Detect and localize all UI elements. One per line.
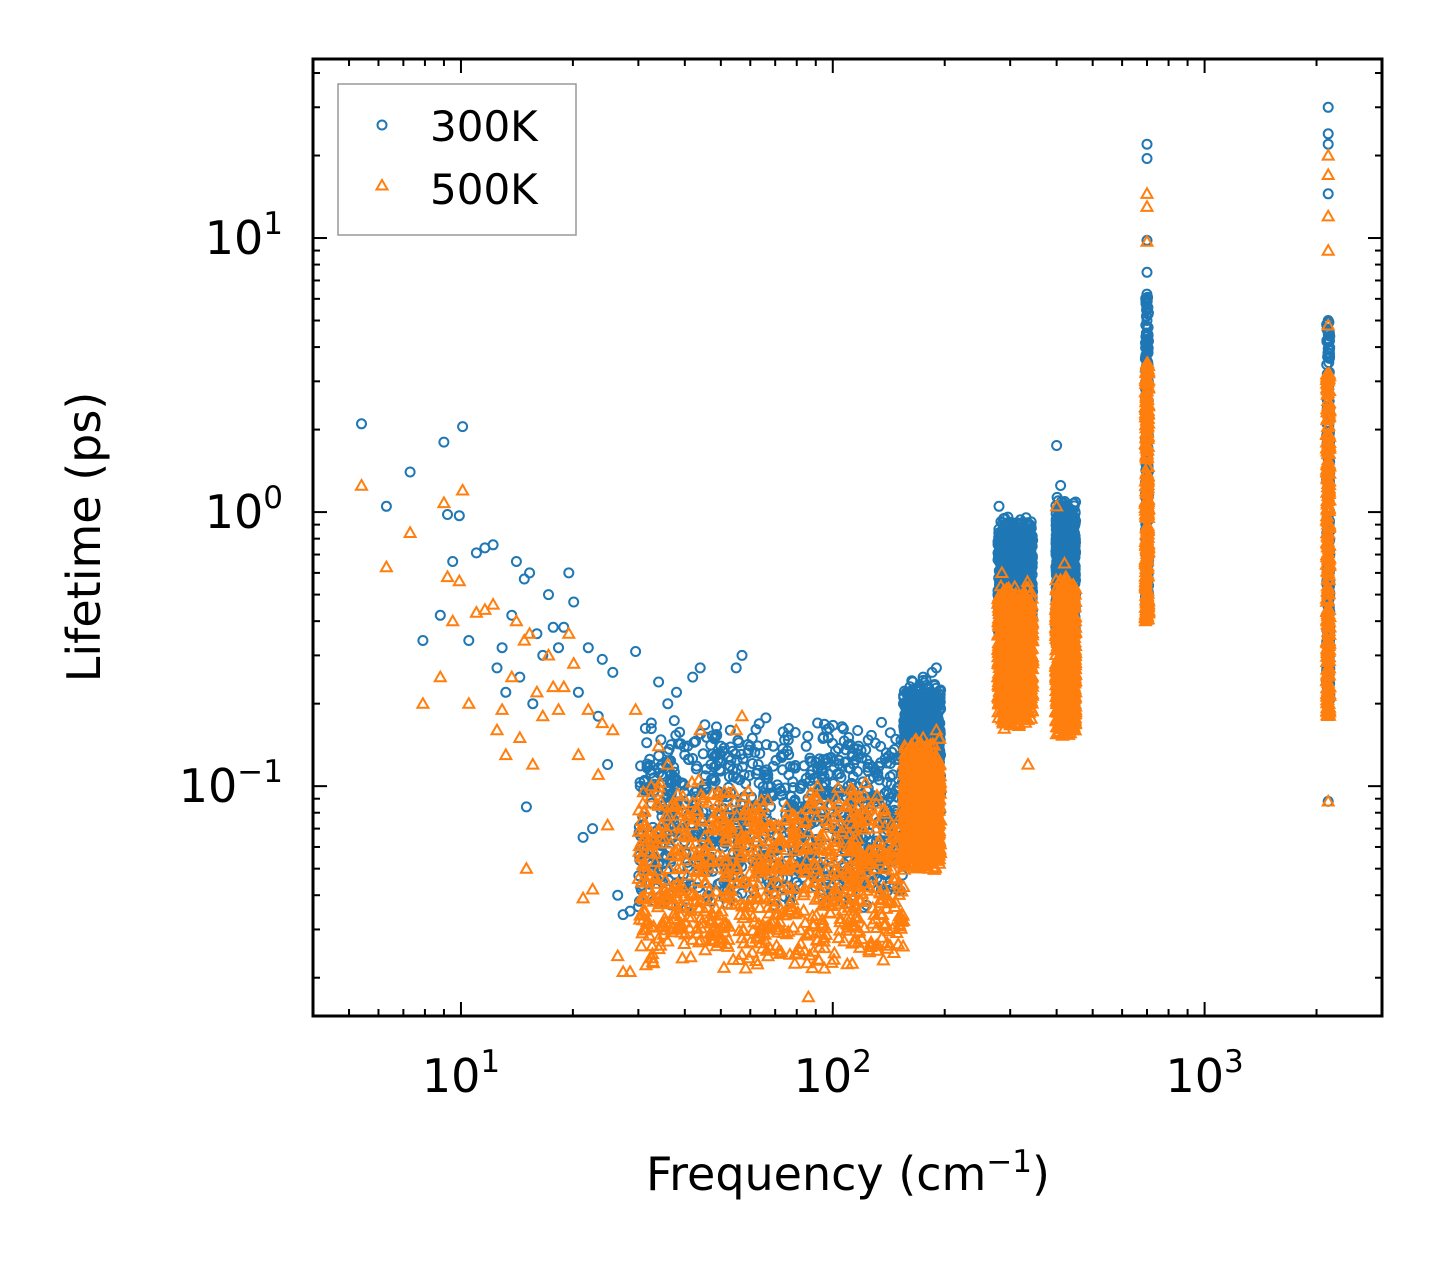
data-point-300k <box>707 748 719 760</box>
data-point-300k <box>690 735 702 747</box>
data-point-300k <box>884 727 896 739</box>
data-point-300k <box>882 788 894 800</box>
data-point-300k <box>787 776 799 788</box>
data-point-300k <box>705 851 717 863</box>
data-point-300k <box>852 725 864 736</box>
data-point-300k <box>835 772 847 783</box>
data-point-300k <box>747 758 758 769</box>
data-point-300k <box>760 712 772 724</box>
data-point-300k <box>767 740 779 752</box>
data-point-300k <box>668 715 680 727</box>
data-point-300k <box>724 760 736 772</box>
data-point-300k <box>884 758 896 769</box>
data-point-300k <box>861 754 873 766</box>
data-point-300k <box>876 716 887 728</box>
data-point-300k <box>812 775 824 787</box>
data-point-300k <box>827 737 838 749</box>
data-point-300k <box>706 730 718 742</box>
data-point-300k <box>783 723 795 734</box>
data-point-300k <box>767 760 779 772</box>
data-point-300k <box>828 762 840 773</box>
data-point-300k <box>812 762 824 774</box>
data-point-300k <box>777 726 789 738</box>
data-point-300k <box>675 738 687 750</box>
data-point-300k <box>641 737 653 749</box>
data-point-300k <box>759 769 771 781</box>
data-point-300k <box>634 777 646 788</box>
data-point-300k <box>708 772 720 784</box>
data-point-300k <box>639 722 651 734</box>
data-point-300k <box>737 753 749 765</box>
data-point-300k <box>733 737 745 749</box>
data-point-300k <box>668 761 680 773</box>
data-point-300k <box>753 718 765 730</box>
data-point-300k <box>698 828 710 840</box>
data-point-300k <box>782 734 794 746</box>
data-point-300k <box>645 723 657 735</box>
data-point-300k <box>840 744 852 756</box>
data-point-300k <box>884 771 896 783</box>
data-point-300k <box>789 760 801 771</box>
data-point-300k <box>752 740 764 752</box>
data-point-300k <box>827 719 839 731</box>
data-point-300k <box>778 748 790 760</box>
data-point-300k <box>886 746 898 758</box>
data-point-300k <box>886 752 898 764</box>
data-point-300k <box>820 754 832 766</box>
data-point-300k <box>862 765 874 777</box>
data-point-300k <box>670 729 682 741</box>
data-point-300k <box>875 740 887 752</box>
data-series <box>354 101 1338 1003</box>
data-point-300k <box>652 858 664 870</box>
data-point-300k <box>804 752 816 764</box>
data-point-300k <box>700 781 712 793</box>
data-point-300k <box>711 721 722 733</box>
data-point-300k <box>802 730 814 742</box>
data-point-300k <box>860 744 872 756</box>
data-point-300k <box>840 756 852 768</box>
data-point-300k <box>635 760 647 772</box>
data-point-300k <box>661 756 673 768</box>
data-point-300k <box>862 734 874 746</box>
data-point-300k <box>873 760 885 772</box>
data-point-300k <box>800 740 812 752</box>
data-point-300k <box>817 733 829 744</box>
data-point-300k <box>738 769 750 781</box>
data-point-300k <box>641 758 653 770</box>
data-point-300k <box>852 766 863 777</box>
data-point-300k <box>750 724 762 735</box>
